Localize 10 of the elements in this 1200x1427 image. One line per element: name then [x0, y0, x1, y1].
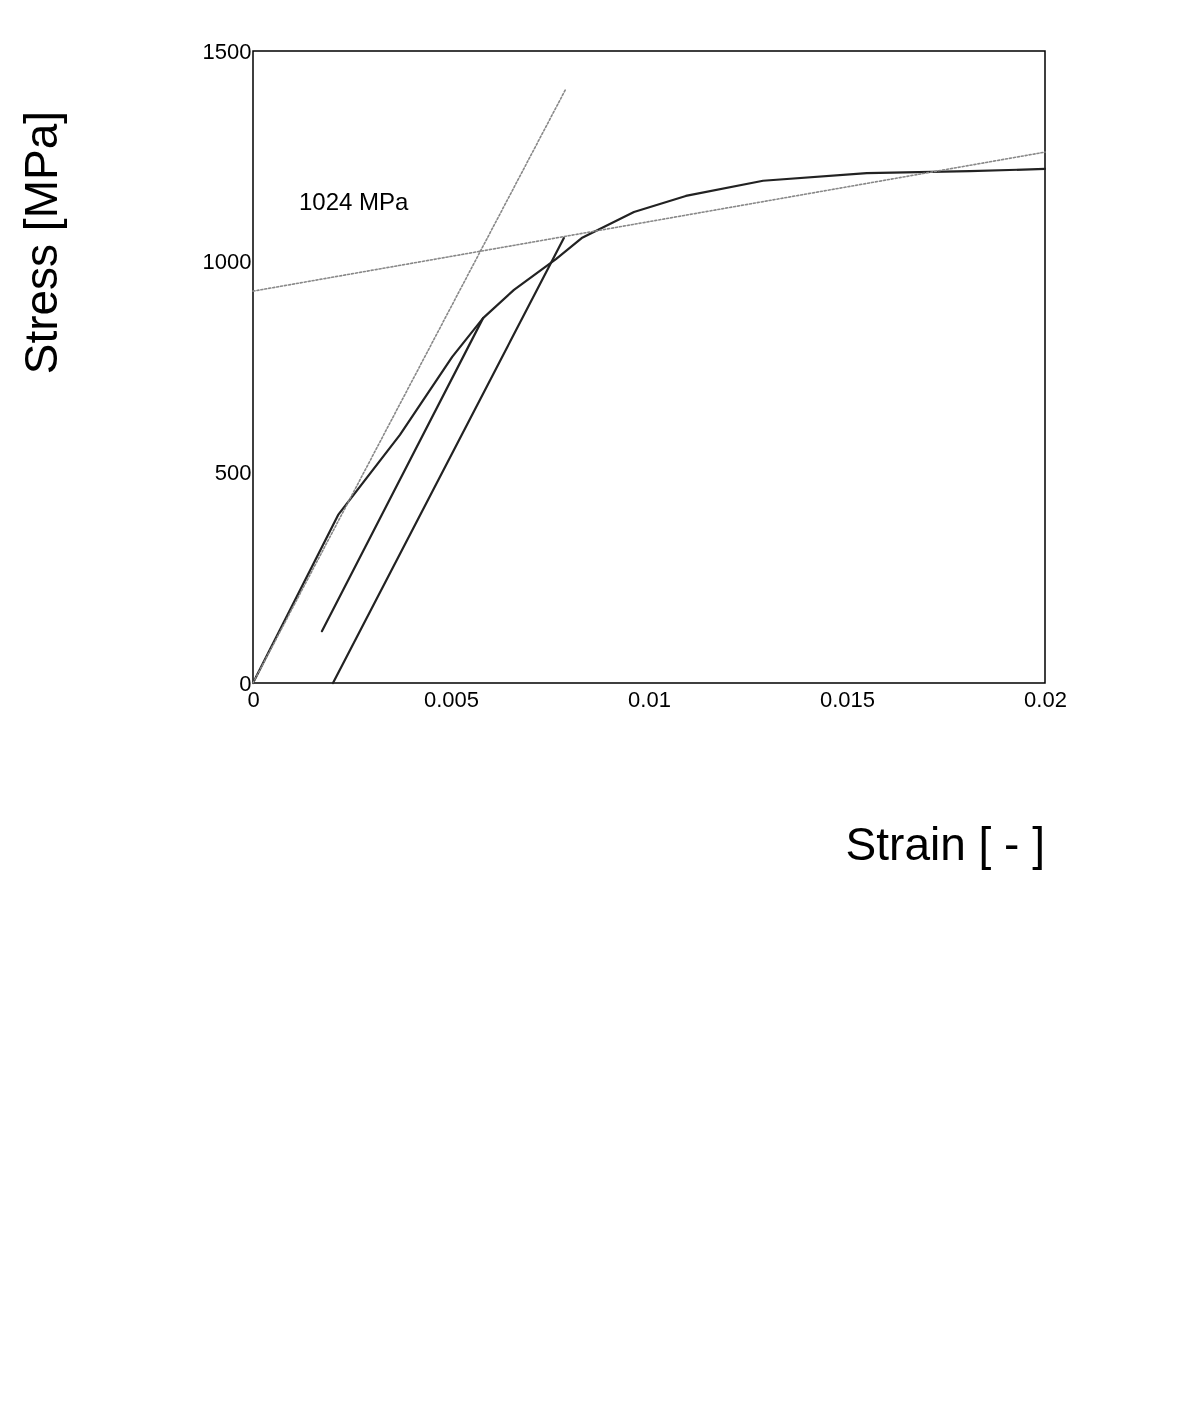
annotation: 1024 MPa	[299, 188, 410, 215]
y-axis-title: Stress [MPa]	[15, 111, 67, 375]
y-tick-label: 500	[214, 459, 252, 485]
x-tick-label: 0.005	[423, 686, 480, 712]
x-tick-label: 0.015	[819, 686, 876, 712]
y-tick-label: 1500	[202, 38, 252, 64]
y-tick-label: 1000	[202, 249, 252, 275]
x-tick-label: 0.01	[628, 686, 671, 712]
x-tick-label: 0.02	[1024, 686, 1067, 712]
x-axis-title: Strain [ - ]	[845, 818, 1045, 870]
